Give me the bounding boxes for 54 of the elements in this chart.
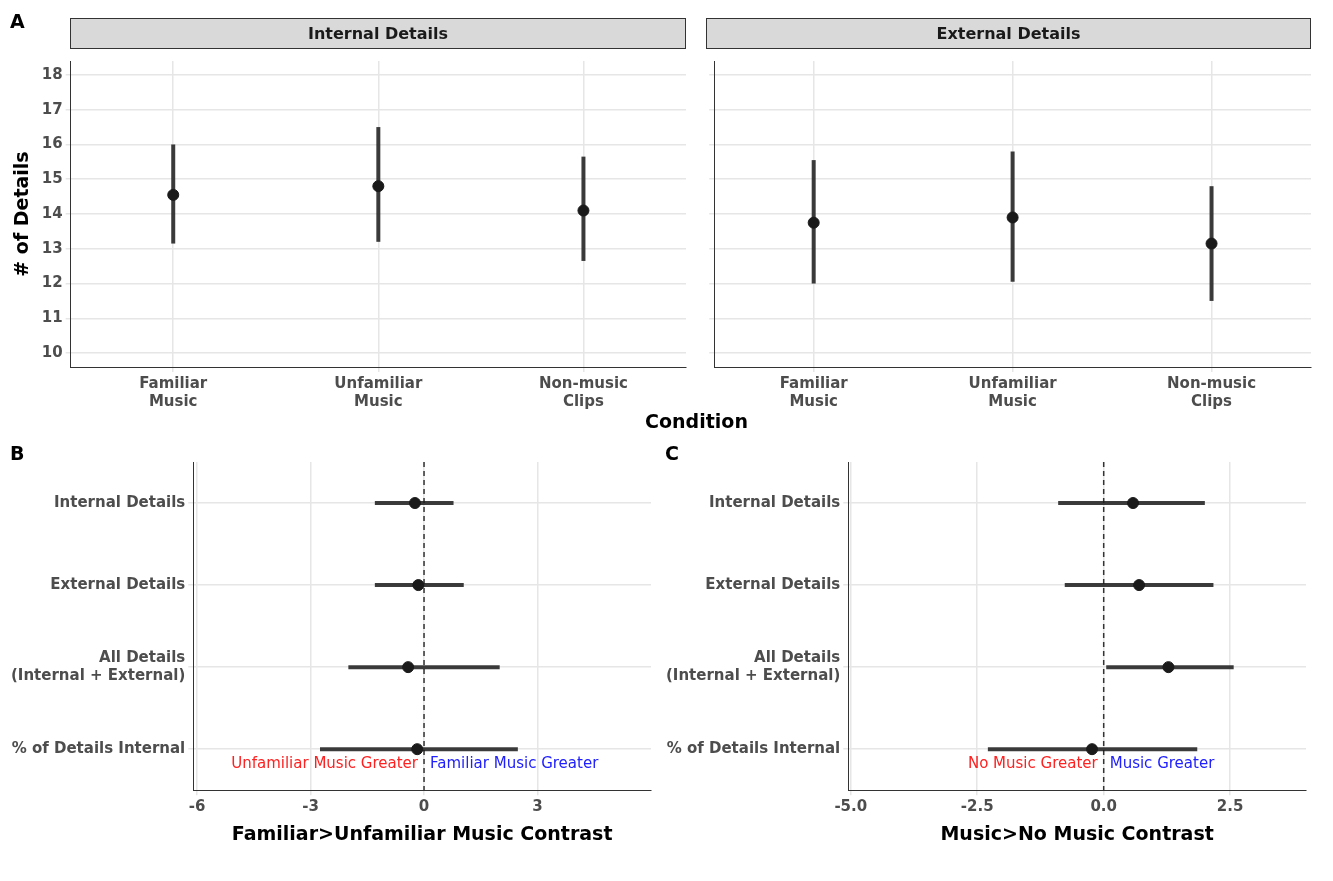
- y-tick-label: 18: [41, 64, 63, 83]
- point: [167, 188, 180, 201]
- text: A: [10, 10, 25, 32]
- x-axis-title: Music>No Music Contrast: [940, 821, 1214, 844]
- y-tick-label: 15: [41, 169, 63, 188]
- y-tick-label: 11: [41, 308, 63, 327]
- y-tick-label: % of Details Internal: [11, 739, 186, 758]
- x-tick-label: -2.5: [960, 797, 994, 816]
- point: [411, 743, 424, 756]
- text: B: [10, 442, 25, 464]
- point: [412, 579, 425, 592]
- point: [1127, 497, 1140, 510]
- point: [1133, 579, 1146, 592]
- x-tick-label: Familiar Music: [779, 373, 849, 410]
- y-tick-label: % of Details Internal: [666, 739, 841, 758]
- y-axis-title: # of Details: [10, 151, 33, 277]
- x-axis-title: Familiar>Unfamiliar Music Contrast: [231, 821, 613, 844]
- annotation: No Music Greater: [967, 754, 1099, 773]
- y-tick-label: Internal Details: [53, 492, 186, 511]
- annotation: Unfamiliar Music Greater: [231, 754, 419, 773]
- annotation: Familiar Music Greater: [430, 754, 600, 773]
- text: C: [665, 442, 679, 464]
- y-tick-label: External Details: [705, 574, 841, 593]
- x-tick-label: 0.0: [1090, 797, 1117, 816]
- y-tick-label: 14: [41, 203, 63, 222]
- x-tick-label: Non-music Clips: [1167, 373, 1257, 410]
- y-tick-label: Internal Details: [708, 492, 841, 511]
- x-tick-label: 0: [418, 797, 430, 816]
- x-tick-label: Non-music Clips: [538, 373, 628, 410]
- x-tick-label: -6: [188, 797, 206, 816]
- y-tick-label: External Details: [50, 574, 186, 593]
- point: [1162, 661, 1175, 674]
- y-tick-label: 13: [41, 238, 63, 257]
- x-tick-label: 3: [532, 797, 543, 816]
- x-tick-label: Familiar Music: [139, 373, 208, 410]
- annotation: Music Greater: [1109, 754, 1216, 773]
- chart-title: Internal Details: [70, 18, 686, 49]
- point: [577, 204, 590, 217]
- y-tick-label: 16: [41, 134, 63, 153]
- x-tick-label: -3: [302, 797, 319, 816]
- point: [1086, 743, 1099, 756]
- x-tick-label: -5.0: [834, 797, 868, 816]
- y-tick-label: All Details (Internal + External): [10, 648, 186, 685]
- x-axis-title: Condition: [644, 410, 749, 432]
- x-tick-label: Unfamiliar Music: [968, 373, 1058, 410]
- x-tick-label: Unfamiliar Music: [334, 373, 423, 410]
- y-tick-label: All Details (Internal + External): [665, 648, 841, 685]
- point: [372, 180, 385, 193]
- y-tick-label: 17: [41, 99, 63, 118]
- y-tick-label: 10: [41, 342, 63, 361]
- y-tick-label: 12: [41, 273, 63, 292]
- point: [402, 661, 415, 674]
- x-tick-label: 2.5: [1216, 797, 1244, 816]
- point: [408, 497, 421, 510]
